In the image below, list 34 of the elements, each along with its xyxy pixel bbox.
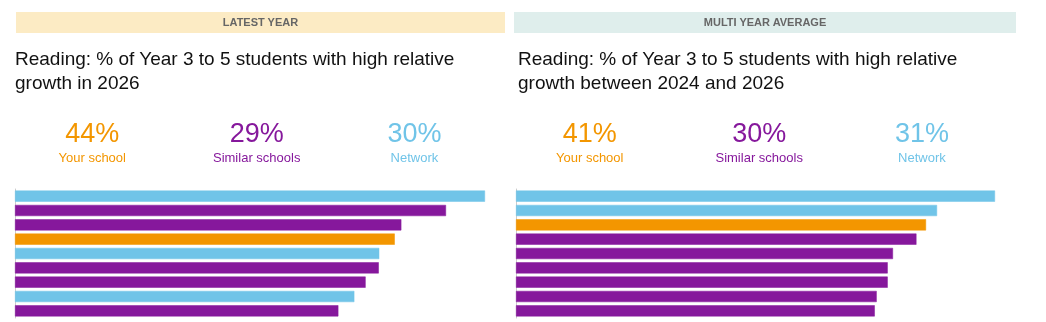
chart-title: MULTI YEAR AVERAGE xyxy=(514,12,1016,33)
series-label: Network xyxy=(897,149,947,166)
bar xyxy=(516,233,917,245)
chart-subtitle: Reading: % of Year 3 to 5 students with high relative growth in 2026 xyxy=(15,47,456,95)
bar xyxy=(15,219,402,231)
bar xyxy=(516,247,893,260)
text: 44% xyxy=(64,117,121,149)
text: 41% xyxy=(561,117,618,149)
bar xyxy=(15,305,339,317)
bar xyxy=(516,305,875,317)
text: Your school xyxy=(58,149,126,166)
text: Your school xyxy=(556,149,624,166)
chart-title: LATEST YEAR xyxy=(16,12,505,33)
text: Similar schools xyxy=(212,149,301,166)
bar xyxy=(516,190,995,202)
text: 29% xyxy=(228,117,285,149)
series-label: Network xyxy=(389,149,440,166)
text: Similar schools xyxy=(715,149,803,166)
bar xyxy=(15,262,379,274)
bar xyxy=(516,276,888,288)
bar xyxy=(516,219,927,231)
bar xyxy=(516,262,888,274)
bar xyxy=(15,233,395,245)
text: 31% xyxy=(894,117,949,149)
bar xyxy=(15,247,380,260)
bar xyxy=(516,204,938,217)
text: 30% xyxy=(731,117,788,149)
bar xyxy=(15,190,485,202)
bar xyxy=(15,204,446,217)
text: 30% xyxy=(387,117,442,149)
bar xyxy=(15,276,366,288)
chart-subtitle: Reading: % of Year 3 to 5 students with high relative growth between 2024 and 2026 xyxy=(518,47,959,95)
bar xyxy=(516,290,877,303)
bar xyxy=(15,290,355,303)
